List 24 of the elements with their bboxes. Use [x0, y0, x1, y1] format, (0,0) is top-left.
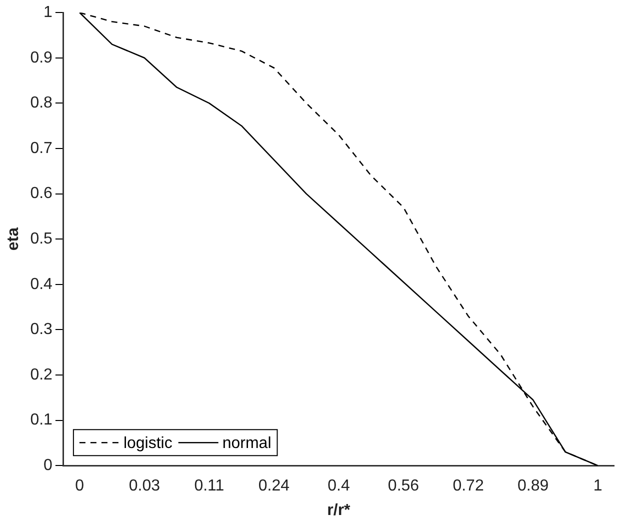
y-tick-label: 0.2 [30, 366, 53, 384]
x-axis-title: r/r* [327, 502, 352, 519]
y-tick-label: 0.8 [30, 94, 53, 112]
y-axis-title: eta [5, 227, 22, 251]
y-tick-label: 1 [44, 4, 53, 22]
x-tick-label: 0.03 [128, 478, 160, 495]
y-tick-label: 0.6 [30, 185, 53, 202]
x-tick-label: 0.56 [388, 478, 420, 495]
x-tick-label: 0.11 [194, 478, 224, 495]
y-tick-label: 0.1 [30, 412, 53, 429]
x-tick-label: 0.24 [258, 478, 290, 495]
x-tick-label: 0.72 [452, 478, 484, 495]
y-tick-label: 0.7 [30, 140, 53, 157]
x-tick-label: 0 [75, 478, 84, 495]
x-tick-label: 0.89 [517, 478, 549, 495]
x-tick-label: 1 [593, 478, 602, 495]
y-tick-label: 0.5 [30, 230, 53, 248]
y-tick-label: 0 [44, 457, 53, 474]
y-tick-label: 0.4 [30, 276, 53, 293]
legend-label: normal [222, 435, 272, 452]
x-tick-label: 0.4 [328, 478, 350, 495]
legend-label: logistic [123, 435, 172, 452]
y-tick-label: 0.3 [30, 321, 53, 338]
y-tick-label: 0.9 [30, 49, 53, 66]
